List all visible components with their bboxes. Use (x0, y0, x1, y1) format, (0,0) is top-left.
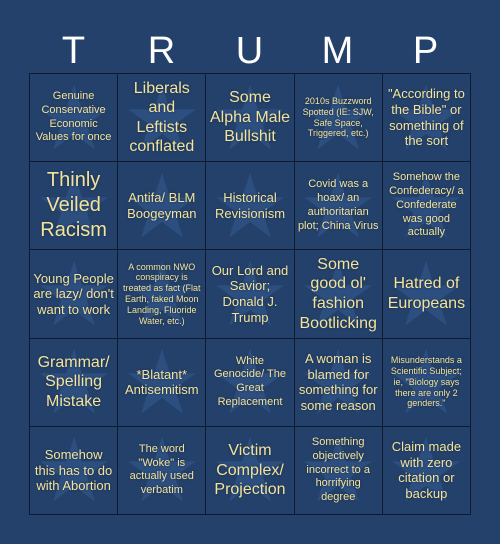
bingo-cell[interactable]: Thinly Veiled Racism (30, 162, 118, 250)
bingo-cell-text: A woman is blamed for something for some… (298, 351, 378, 413)
bingo-cell-text: Some good ol' fashion Bootlicking (299, 255, 377, 332)
bingo-cell[interactable]: Somehow the Confederacy/ a Confederate w… (382, 162, 470, 250)
bingo-cell[interactable]: 2010s Buzzword Spotted (IE: SJW, Safe Sp… (294, 74, 382, 162)
bingo-cell-text: Victim Complex/ Projection (214, 442, 286, 499)
star-icon (214, 170, 286, 242)
bingo-cell-text: Misunderstands a Scientific Subject; ie,… (390, 355, 462, 409)
bingo-cell-text: Claim made with zero citation or backup (391, 439, 462, 501)
bingo-cell-text: Genuine Conservative Economic Values for… (35, 90, 112, 144)
bingo-cell-text: Our Lord and Savior; Donald J. Trump (211, 262, 289, 325)
star-icon (214, 434, 286, 506)
star-icon (214, 346, 286, 418)
star-icon (390, 434, 462, 506)
bingo-cell-text: Covid was a hoax/ an authoritarian plot;… (297, 178, 379, 232)
bingo-cell-text: Hatred of Europeans (387, 275, 466, 312)
bingo-cell-text: Antifa/ BLM Boogeyman (127, 190, 197, 221)
bingo-cell-text: White Genocide/ The Great Replacement (214, 354, 286, 408)
bingo-cell[interactable]: Claim made with zero citation or backup (382, 426, 470, 514)
star-icon (126, 170, 198, 242)
star-icon (126, 346, 198, 418)
bingo-cell-text: Thinly Veiled Racism (40, 169, 107, 242)
header-letter-u: U (235, 30, 265, 72)
star-icon (38, 258, 110, 330)
bingo-cell[interactable]: Historical Revisionism (206, 162, 294, 250)
star-icon (38, 170, 110, 242)
star-icon (214, 258, 286, 330)
star-icon (38, 346, 110, 418)
bingo-cell[interactable]: Victim Complex/ Projection (206, 426, 294, 514)
bingo-cell-text: The word "Woke" is actually used verbati… (129, 442, 194, 497)
bingo-cell[interactable]: Something objectively incorrect to a hor… (294, 426, 382, 514)
bingo-cell-text: Historical Revisionism (214, 190, 286, 221)
star-icon (390, 82, 462, 154)
bingo-cell[interactable]: Hatred of Europeans (382, 250, 470, 338)
header-letter-t: T (61, 30, 87, 72)
star-icon (214, 82, 286, 154)
bingo-cell-text: Somehow the Confederacy/ a Confederate w… (389, 171, 464, 239)
bingo-cell[interactable]: Liberals and Leftists conflated (118, 74, 206, 162)
star-icon (302, 82, 374, 154)
bingo-cell-text: Grammar/ Spelling Mistake (37, 353, 110, 410)
star-icon (126, 258, 198, 330)
bingo-cell[interactable]: *Blatant* Antisemitism (118, 338, 206, 426)
bingo-cell[interactable]: The word "Woke" is actually used verbati… (118, 426, 206, 514)
bingo-cell[interactable]: A common NWO conspiracy is treated as fa… (118, 250, 206, 338)
bingo-cell-text: A common NWO conspiracy is treated as fa… (123, 261, 201, 326)
bingo-cell[interactable]: Antifa/ BLM Boogeyman (118, 162, 206, 250)
star-icon (302, 434, 374, 506)
bingo-cell[interactable]: Genuine Conservative Economic Values for… (30, 74, 118, 162)
bingo-cell[interactable]: Grammar/ Spelling Mistake (30, 338, 118, 426)
bingo-cell[interactable]: Our Lord and Savior; Donald J. Trump (206, 250, 294, 338)
bingo-cell[interactable]: "According to the Bible" or something of… (382, 74, 470, 162)
header-letter-r: R (147, 30, 177, 72)
bingo-cell-text: *Blatant* Antisemitism (124, 366, 199, 398)
bingo-cell-text: Some Alpha Male Bullshit (209, 89, 291, 146)
star-icon (38, 82, 110, 154)
bingo-cell-text: Young People are lazy/ don't want to wor… (33, 270, 114, 317)
bingo-cell-text: "According to the Bible" or something of… (387, 86, 465, 149)
bingo-cell[interactable]: Misunderstands a Scientific Subject; ie,… (382, 338, 470, 426)
star-icon (390, 258, 462, 330)
bingo-cell[interactable]: Somehow this has to do with Abortion (30, 426, 118, 514)
bingo-cell-text: Somehow this has to do with Abortion (34, 447, 113, 494)
bingo-cell[interactable]: Some Alpha Male Bullshit (206, 74, 294, 162)
header-letter-m: M (321, 30, 355, 72)
bingo-cell[interactable]: Young People are lazy/ don't want to wor… (30, 250, 118, 338)
bingo-cell-text: Something objectively incorrect to a hor… (306, 436, 370, 504)
star-icon (302, 170, 374, 242)
bingo-cell[interactable]: A woman is blamed for something for some… (294, 338, 382, 426)
bingo-cell-text: 2010s Buzzword Spotted (IE: SJW, Safe Sp… (302, 96, 374, 139)
bingo-header: T R U M P (30, 28, 470, 74)
bingo-grid: Genuine Conservative Economic Values for… (29, 73, 471, 515)
bingo-cell[interactable]: White Genocide/ The Great Replacement (206, 338, 294, 426)
star-icon (390, 170, 462, 242)
star-icon (126, 82, 198, 154)
bingo-cell[interactable]: Covid was a hoax/ an authoritarian plot;… (294, 162, 382, 250)
star-icon (390, 346, 462, 418)
star-icon (302, 258, 374, 330)
header-letter-p: P (412, 30, 440, 72)
bingo-cell[interactable]: Some good ol' fashion Bootlicking (294, 250, 382, 338)
star-icon (302, 346, 374, 418)
star-icon (126, 434, 198, 506)
bingo-cell-text: Liberals and Leftists conflated (129, 79, 195, 156)
star-icon (38, 434, 110, 506)
